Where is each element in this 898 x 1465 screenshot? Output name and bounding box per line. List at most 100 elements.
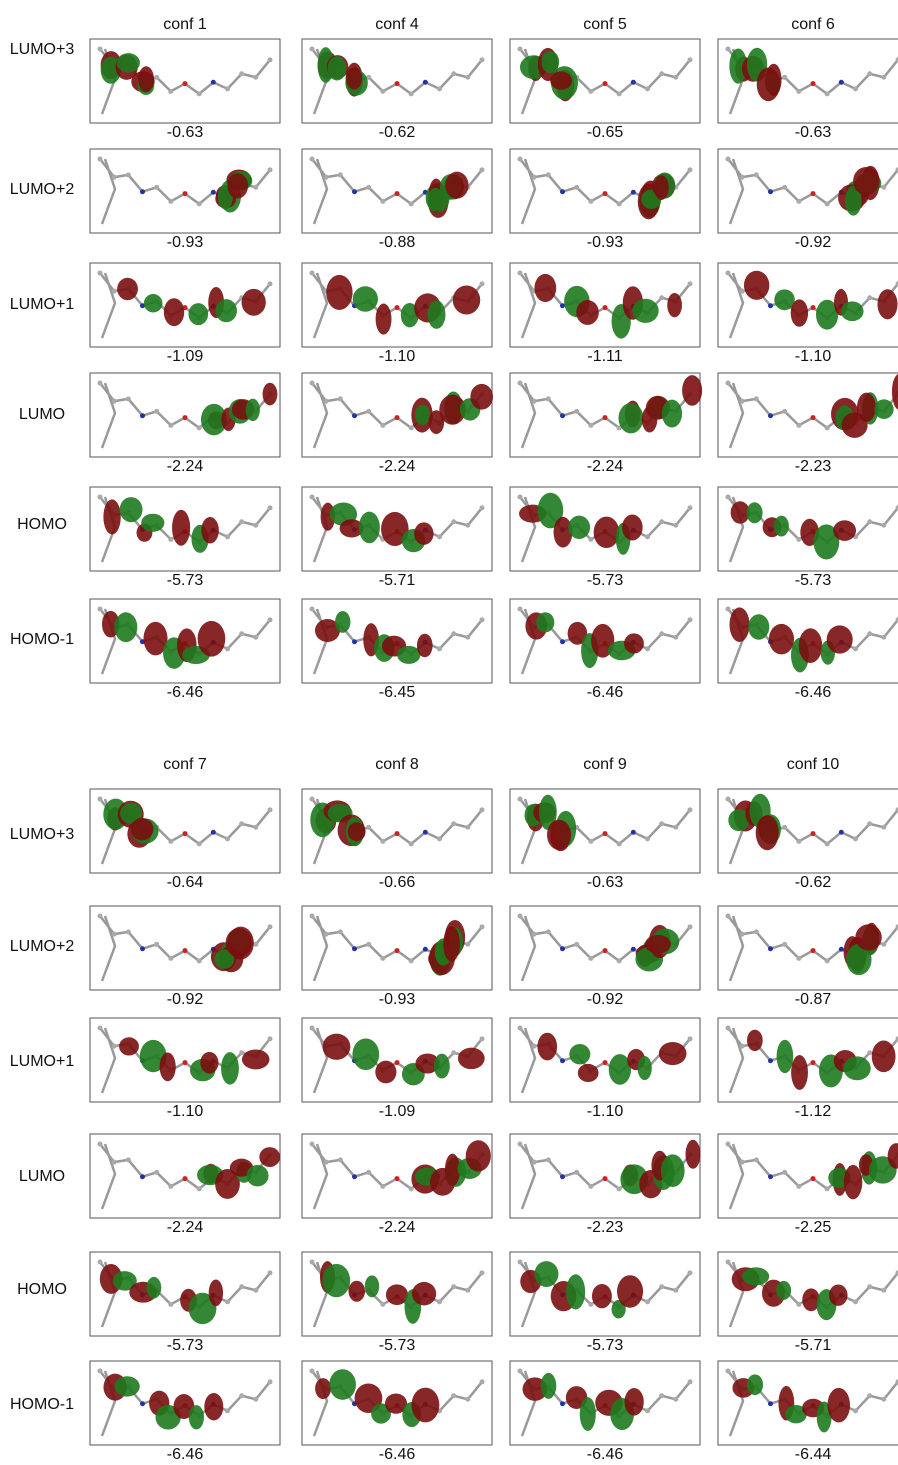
atom [645, 1408, 650, 1413]
atom [112, 399, 117, 404]
orbital-lobe [624, 633, 644, 653]
atom [239, 1393, 244, 1398]
orbital-lobe [131, 818, 154, 841]
atom [253, 75, 258, 80]
orbital-lobe [226, 928, 252, 957]
orbital-lobe [445, 172, 468, 199]
orbital-energy: -0.92 [167, 991, 204, 1008]
atom [310, 47, 315, 52]
atom [688, 1036, 693, 1041]
atom [560, 1058, 565, 1063]
atom [239, 1284, 244, 1289]
atom [310, 797, 315, 802]
orbital-lobe [323, 1034, 351, 1060]
atom [310, 914, 315, 919]
orbital-lobe [412, 1282, 436, 1306]
orbital-lobe [592, 1284, 612, 1308]
atom [726, 1369, 731, 1374]
atom [98, 157, 103, 162]
atom [532, 932, 537, 937]
row-label: LUMO+3 [10, 826, 75, 843]
orbital-lobe [857, 393, 876, 422]
atom [352, 1174, 357, 1179]
orbital-lobe [443, 926, 460, 961]
atom [659, 519, 664, 524]
atom [688, 617, 693, 622]
atom [726, 47, 731, 52]
atom [560, 189, 565, 194]
atom [726, 607, 731, 612]
row-label: HOMO [17, 516, 67, 533]
orbital-image [718, 1252, 898, 1336]
atom [310, 157, 315, 162]
column-header: conf 4 [375, 16, 419, 33]
atom [183, 191, 188, 196]
atom [451, 821, 456, 826]
orbital-energy: -0.63 [167, 124, 204, 141]
atom [518, 47, 523, 52]
atom [437, 534, 442, 539]
atom [451, 71, 456, 76]
atom [754, 929, 759, 934]
atom [645, 1299, 650, 1304]
atom [465, 942, 470, 947]
atom [395, 831, 400, 836]
atom [437, 836, 442, 841]
atom [268, 807, 273, 812]
atom [659, 1393, 664, 1398]
orbital-lobe [353, 286, 378, 311]
atom [268, 505, 273, 510]
atom [782, 825, 787, 830]
atom [881, 523, 886, 528]
atom [518, 271, 523, 276]
atom [560, 1174, 565, 1179]
orbital-energy: -6.44 [795, 1446, 832, 1463]
orbital-lobe [742, 1267, 769, 1285]
atom [532, 399, 537, 404]
atom [518, 157, 523, 162]
atom [225, 86, 230, 91]
atom [881, 825, 886, 830]
orbital-lobe [201, 517, 219, 544]
atom [98, 381, 103, 386]
orbital-energy: -2.23 [795, 458, 832, 475]
atom [726, 495, 731, 500]
orbital-lobe [853, 167, 880, 195]
atom [140, 189, 145, 194]
row-label: LUMO [19, 406, 65, 423]
atom [98, 47, 103, 52]
orbital-lobe [335, 611, 350, 633]
atom [409, 91, 414, 96]
orbital-lobe [661, 1154, 685, 1187]
atom [740, 932, 745, 937]
orbital-lobe [774, 516, 789, 537]
atom [518, 914, 523, 919]
atom [588, 423, 593, 428]
atom [324, 932, 329, 937]
atom [839, 80, 844, 85]
atom [574, 1170, 579, 1175]
orbital-lobe [827, 1388, 850, 1423]
atom [839, 830, 844, 835]
orbital-image [302, 263, 492, 347]
image-frame [718, 1018, 898, 1102]
orbital-energy: -5.73 [587, 572, 624, 589]
orbital-lobe [141, 514, 164, 532]
atom [726, 157, 731, 162]
orbital-lobe [576, 300, 599, 325]
orbital-energy: -6.46 [587, 1446, 624, 1463]
atom [825, 1186, 830, 1191]
orbital-energy: -0.93 [167, 234, 204, 251]
image-frame [718, 263, 898, 347]
atom [168, 89, 173, 94]
orbital-lobe [138, 66, 154, 92]
orbital-lobe [594, 517, 620, 548]
orbital-lobe [164, 298, 184, 326]
atom [546, 929, 551, 934]
atom [380, 956, 385, 961]
atom [853, 646, 858, 651]
atom [366, 1170, 371, 1175]
image-frame [510, 789, 700, 873]
atom [352, 639, 357, 644]
atom [268, 167, 273, 172]
